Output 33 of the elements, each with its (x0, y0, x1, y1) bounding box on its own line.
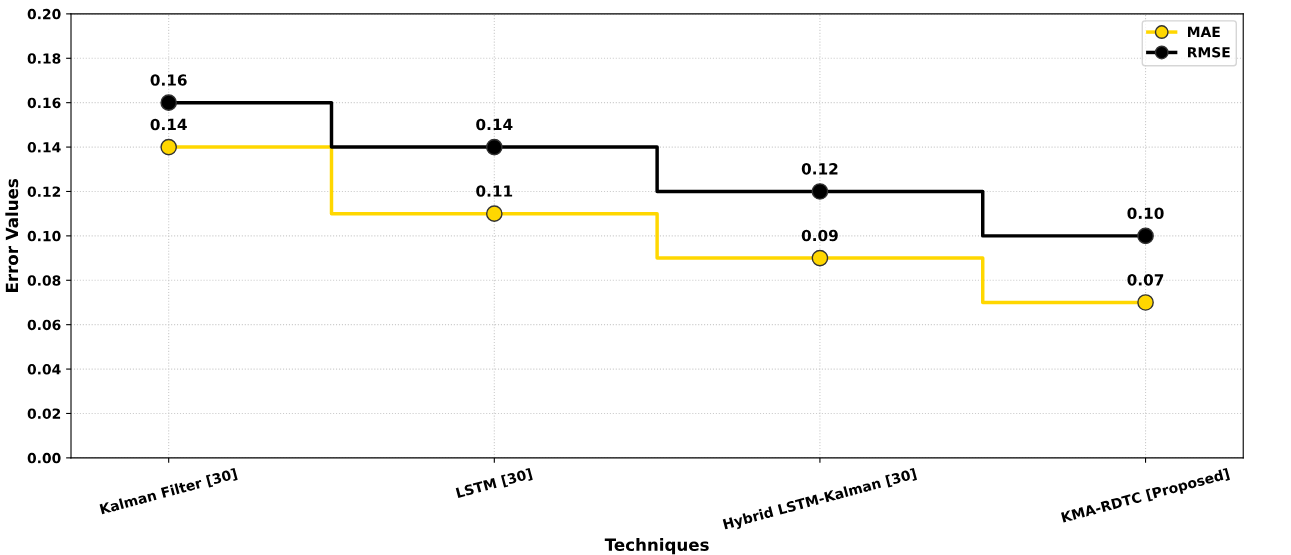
data-label: 0.16 (150, 74, 187, 86)
point (485, 138, 503, 156)
point (811, 183, 829, 200)
data-label: 0.09 (801, 229, 838, 242)
point (1137, 227, 1154, 245)
y-tick-label: 0.00 (27, 452, 61, 464)
y-tick-label: 0.18 (27, 53, 61, 64)
data-label: 0.14 (476, 118, 513, 131)
point (1137, 294, 1154, 311)
legend-label: RMSE (1188, 47, 1230, 58)
point (160, 94, 178, 112)
point (811, 249, 829, 267)
legend-label: MAE (1188, 26, 1220, 37)
point (160, 138, 178, 156)
y-tick-label: 0.06 (27, 319, 61, 331)
y-axis-title: Error Values (5, 179, 19, 293)
y-tick-label: 0.04 (27, 364, 61, 375)
x-tick-label: Kalman Filter [30] (99, 467, 238, 517)
y-tick-label: 0.12 (27, 186, 61, 197)
y-tick-label: 0.20 (27, 8, 61, 20)
data-label: 0.07 (1127, 274, 1164, 286)
y-tick-label: 0.08 (27, 275, 61, 286)
data-label: 0.11 (476, 185, 513, 197)
x-axis-title: Techniques (604, 538, 709, 555)
y-tick-label: 0.16 (27, 97, 61, 109)
data-label: 0.12 (801, 163, 838, 175)
y-tick-label: 0.02 (27, 408, 61, 419)
data-label: 0.14 (150, 118, 187, 131)
data-label: 0.10 (1127, 207, 1164, 220)
y-tick-label: 0.10 (27, 230, 61, 242)
y-tick-label: 0.14 (27, 142, 61, 153)
point (485, 205, 503, 223)
x-tick-label: LSTM [30] (455, 467, 533, 500)
